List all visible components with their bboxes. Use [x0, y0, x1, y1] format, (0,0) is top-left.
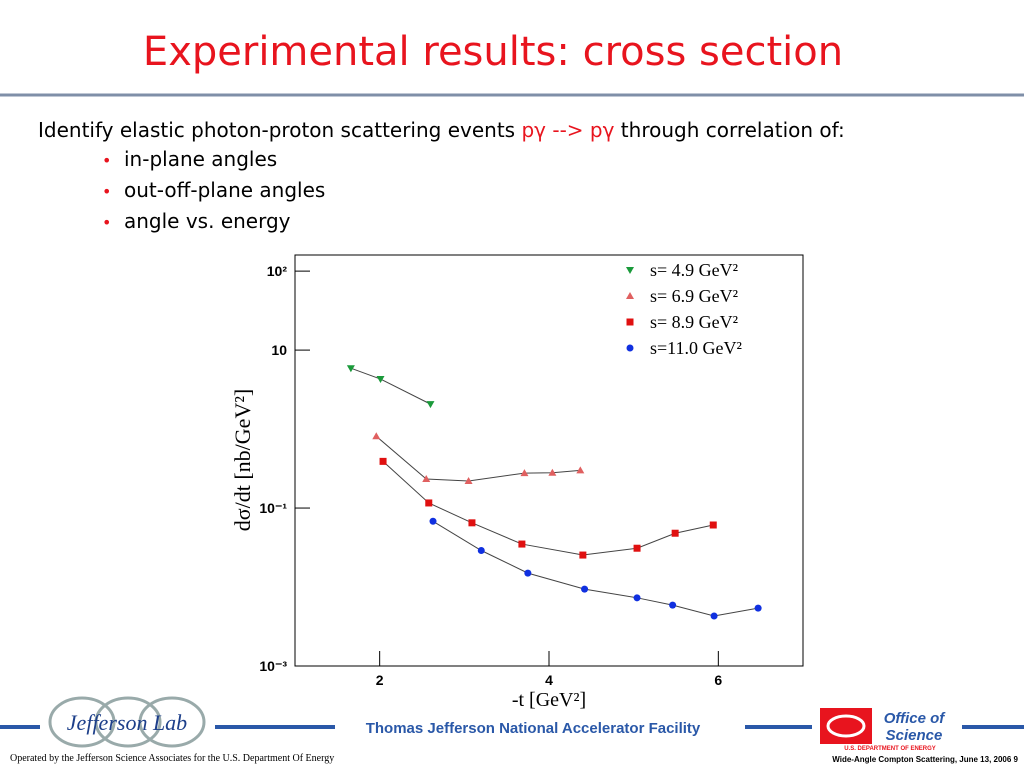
logo-mark	[826, 714, 866, 738]
logo-ring	[138, 696, 206, 748]
data-point	[346, 365, 355, 373]
x-tick-label: 6	[714, 672, 722, 688]
legend-marker	[626, 344, 634, 352]
data-point	[518, 540, 526, 548]
legend-marker	[626, 267, 634, 274]
slide-title: Experimental results: cross section	[143, 29, 843, 75]
bullets: • in-plane angles • out-off-plane angles…	[102, 147, 325, 233]
data-point	[426, 401, 435, 409]
data-point	[429, 517, 437, 525]
data-point	[468, 519, 476, 527]
footer-center: Thomas Jefferson National Accelerator Fa…	[366, 720, 701, 737]
y-tick-label: 10²	[267, 263, 288, 279]
y-tick-label: 10⁻³	[259, 658, 287, 674]
bullet-dot: •	[102, 151, 111, 170]
chart: 10² 10 10⁻¹ 10⁻³ 2 4 6 -t [GeV²] dσ/dt [nb/GeV²]…	[230, 260, 762, 711]
x-tick-label: 4	[545, 672, 553, 688]
data-point	[576, 466, 585, 474]
legend-marker	[626, 292, 634, 299]
logo-left: Jefferson Lab	[67, 710, 187, 735]
data-point	[464, 477, 473, 485]
bullet: angle vs. energy	[124, 209, 291, 233]
bullet-dot: •	[102, 182, 111, 201]
data-point	[379, 457, 387, 465]
intro-reaction: pγ --> pγ	[521, 118, 614, 142]
data-point	[425, 499, 433, 507]
data-point	[710, 612, 718, 620]
logo-ring	[48, 696, 116, 748]
series-line	[382, 460, 714, 556]
legend-label: s= 6.9 GeV²	[650, 286, 738, 306]
y-tick-label: 10	[271, 342, 287, 358]
x-axis-label: -t [GeV²]	[512, 689, 586, 711]
data-point	[754, 604, 762, 612]
logo-ring	[94, 696, 162, 748]
data-point	[633, 544, 641, 552]
data-point	[520, 469, 529, 477]
series-line	[350, 367, 431, 405]
y-tick-label: 10⁻¹	[259, 500, 287, 516]
data-point	[581, 585, 589, 593]
y-axis-label: dσ/dt [nb/GeV²]	[230, 389, 255, 531]
intro: Identify elastic photon-proton scatterin…	[38, 118, 845, 142]
bullet: in-plane angles	[124, 147, 277, 171]
logo-right-sub: U.S. DEPARTMENT OF ENERGY	[844, 746, 936, 752]
data-point	[548, 468, 557, 476]
logo-right: Science	[886, 727, 943, 744]
data-point	[709, 521, 717, 529]
x-tick-label: 2	[376, 672, 384, 688]
data-point	[633, 594, 641, 602]
bullet: out-off-plane angles	[124, 178, 325, 202]
intro-text: through correlation of:	[614, 118, 844, 142]
series-line	[375, 435, 581, 482]
data-point	[579, 551, 587, 559]
legend-marker	[626, 318, 634, 326]
data-point	[372, 432, 381, 440]
footer-right: Wide-Angle Compton Scattering, June 13, …	[832, 755, 1018, 764]
data-point	[376, 376, 385, 384]
legend-label: s=11.0 GeV²	[650, 338, 742, 358]
series-line	[432, 520, 759, 617]
data-point	[669, 601, 677, 609]
data-point	[671, 529, 679, 537]
data-point	[477, 547, 485, 555]
data-point	[524, 569, 532, 577]
bullet-dot: •	[102, 213, 111, 232]
footer-left: Operated by the Jefferson Science Associ…	[10, 753, 334, 764]
logo-right: Office of	[884, 710, 947, 727]
legend-label: s= 4.9 GeV²	[650, 260, 738, 280]
data-point	[422, 475, 431, 483]
legend-label: s= 8.9 GeV²	[650, 312, 738, 332]
intro-text: Identify elastic photon-proton scatterin…	[38, 118, 521, 142]
